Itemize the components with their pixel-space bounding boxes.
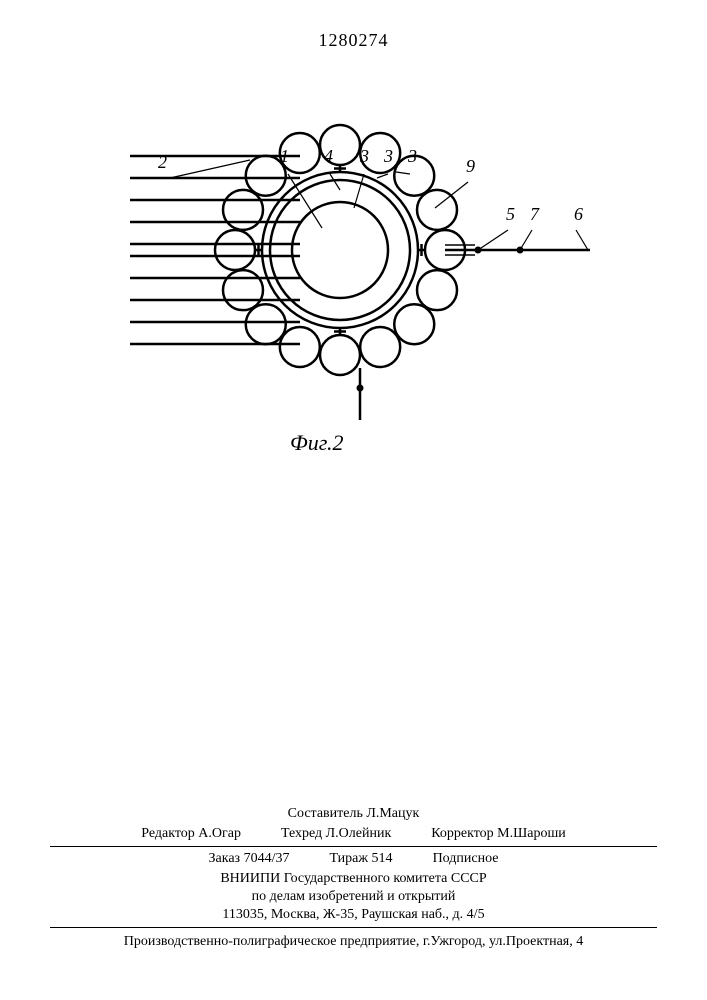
subscription: Подписное [433,851,499,867]
print-shop: Производственно-полиграфическое предприя… [50,934,657,950]
order-number: Заказ 7044/37 [209,851,290,867]
svg-text:9: 9 [466,156,475,176]
svg-text:3: 3 [359,146,369,166]
svg-text:7: 7 [530,204,540,224]
svg-text:3: 3 [383,146,393,166]
footer-block: Составитель Л.Мацук Редактор А.Огар Техр… [50,804,657,950]
editor: Редактор А.Огар [141,826,241,842]
figure-2-diagram: 2143339576 [100,100,620,440]
figure-label: Фиг.2 [290,430,344,456]
svg-text:1: 1 [280,146,289,166]
divider [50,846,657,847]
corrector: Корректор М.Шароши [431,826,565,842]
svg-text:5: 5 [506,204,515,224]
divider [50,927,657,928]
tech-editor: Техред Л.Олейник [281,826,391,842]
doc-number: 1280274 [0,30,707,51]
org-address: 113035, Москва, Ж-35, Раушская наб., д. … [50,907,657,923]
svg-text:4: 4 [324,146,333,166]
svg-text:6: 6 [574,204,583,224]
org-line-1: ВНИИПИ Государственного комитета СССР [50,871,657,887]
compiler: Составитель Л.Мацук [288,806,420,821]
svg-text:3: 3 [407,146,417,166]
org-line-2: по делам изобретений и открытий [50,889,657,905]
svg-text:2: 2 [158,152,167,172]
circulation: Тираж 514 [329,851,392,867]
